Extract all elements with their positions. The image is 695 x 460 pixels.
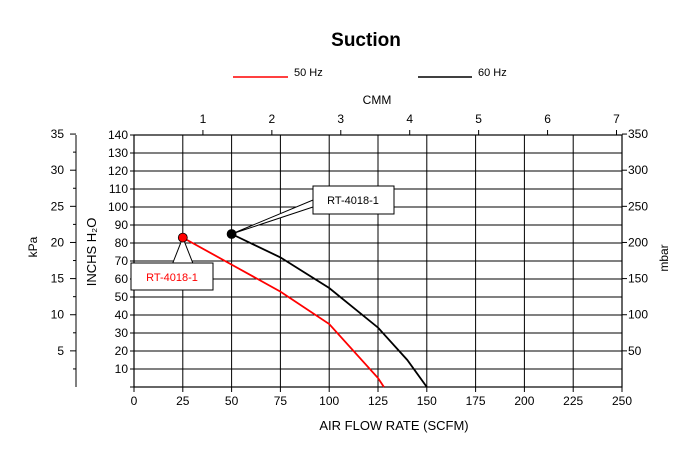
y-tick-label: 110 <box>109 182 128 196</box>
y-tick-label: 10 <box>115 362 129 376</box>
top-tick-label: 4 <box>406 112 413 126</box>
top-tick-label: 5 <box>475 112 482 126</box>
x-tick-label: 50 <box>225 394 239 408</box>
series-line-60hz <box>231 233 428 388</box>
x-tick-label: 75 <box>274 394 288 408</box>
kpa-tick-label: 15 <box>51 272 65 286</box>
mbar-tick-label: 100 <box>628 308 648 322</box>
plot-grid <box>130 130 627 392</box>
plot-frame <box>133 134 623 388</box>
top-tick-label: 3 <box>337 112 344 126</box>
top-tick-label: 1 <box>200 112 207 126</box>
y-tick-label: 40 <box>115 308 129 322</box>
chart-title: Suction <box>331 30 401 51</box>
callout-label-60hz: RT-4018-1 <box>327 195 379 207</box>
x-axis-label: AIR FLOW RATE (SCFM) <box>319 418 468 433</box>
kpa-tick-label: 5 <box>57 344 64 358</box>
series-marker-60hz <box>226 229 237 239</box>
y-tick-label: 60 <box>115 272 129 286</box>
top-tick-label: 2 <box>269 112 276 126</box>
y-tick-label: 20 <box>115 344 129 358</box>
y-tick-label: 100 <box>108 200 128 214</box>
callout-60hz: RT-4018-1 <box>231 185 395 235</box>
mbar-tick-label: 250 <box>628 199 648 213</box>
legend: 50 Hz 60 Hz <box>233 67 507 79</box>
y-tick-label: 50 <box>115 290 129 304</box>
x-tick-label: 100 <box>319 394 339 408</box>
mbar-tick-label: 350 <box>628 127 648 141</box>
callout-pointer-60hz <box>231 199 314 235</box>
kpa-tick-label: 20 <box>51 235 65 249</box>
mbar-tick-label: 200 <box>628 235 648 249</box>
x-tick-label: 250 <box>612 394 632 408</box>
x-tick-label: 200 <box>514 394 534 408</box>
kpa-tick-label: 10 <box>51 308 65 322</box>
series-markers <box>177 229 237 243</box>
kpa-axis <box>70 133 77 387</box>
x-tick-label: 225 <box>563 394 583 408</box>
legend-label-60hz: 60 Hz <box>478 67 507 79</box>
kpa-tick-label: 30 <box>51 163 65 177</box>
left-axis-label: kPa <box>26 236 40 257</box>
y-tick-label: 70 <box>115 254 129 268</box>
top-tick-label: 7 <box>613 112 620 126</box>
x-tick-label: 25 <box>176 394 190 408</box>
series-line-50hz <box>182 236 385 388</box>
y-tick-label: 80 <box>115 236 129 250</box>
x-tick-label: 0 <box>131 394 138 408</box>
callout-box-50hz <box>130 262 214 291</box>
legend-label-50hz: 50 Hz <box>294 67 323 79</box>
x-tick-label: 175 <box>466 394 486 408</box>
series-marker-50hz <box>177 232 188 243</box>
callout-label-50hz: RT-4018-1 <box>146 272 198 284</box>
top-tick-label: 6 <box>544 112 551 126</box>
callout-box-60hz <box>312 185 395 215</box>
kpa-tick-label: 25 <box>51 199 65 213</box>
callout-50hz: RT-4018-1 <box>130 236 214 291</box>
x-tick-label: 125 <box>368 394 388 408</box>
y-tick-label: 130 <box>108 146 128 160</box>
kpa-tick-label: 35 <box>51 127 65 141</box>
y-axis-label: INCHS H₂O <box>84 218 99 287</box>
top-axis-label: CMM <box>363 93 392 107</box>
mbar-tick-label: 150 <box>628 272 648 286</box>
mbar-tick-label: 300 <box>628 163 648 177</box>
y-tick-label: 30 <box>115 326 129 340</box>
y-tick-label: 90 <box>115 218 129 232</box>
y-tick-label: 140 <box>108 128 128 142</box>
tick-labels: 0 25 50 75 100 125 150 175 200 225 250102030405060… <box>51 112 649 408</box>
y-tick-label: 120 <box>108 164 128 178</box>
right-axis-label: mbar <box>657 244 671 271</box>
mbar-tick-label: 50 <box>628 344 642 358</box>
x-tick-label: 150 <box>417 394 437 408</box>
series-lines <box>182 233 428 388</box>
